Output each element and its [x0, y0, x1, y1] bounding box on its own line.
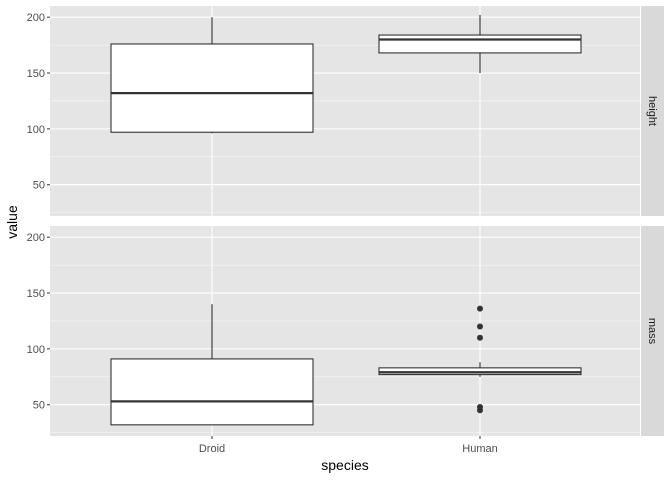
facet-strip [641, 226, 664, 436]
box-iqr [378, 34, 582, 54]
outlier-point [477, 323, 483, 330]
y-tick-label: 50 [33, 400, 45, 412]
y-axis-title: value [4, 205, 20, 239]
outlier-point [477, 403, 483, 410]
y-tick-label: 200 [27, 232, 45, 244]
y-tick-label: 100 [27, 344, 45, 356]
y-tick-label: 200 [27, 12, 45, 24]
y-tick-label: 150 [27, 68, 45, 80]
facet-strip-label: mass [646, 318, 658, 345]
y-tick-label: 150 [27, 288, 45, 300]
outlier-point [477, 305, 483, 312]
y-tick-label: 100 [27, 124, 45, 136]
box-iqr [110, 43, 314, 133]
y-tick-label: 50 [33, 180, 45, 192]
outlier-point [477, 334, 483, 341]
x-tick-label: Droid [199, 443, 225, 455]
facet-strip-label: height [646, 96, 658, 126]
x-axis-title: species [321, 457, 368, 473]
facet-strip [641, 6, 664, 216]
box-iqr [110, 358, 314, 426]
x-tick-label: Human [462, 443, 497, 455]
